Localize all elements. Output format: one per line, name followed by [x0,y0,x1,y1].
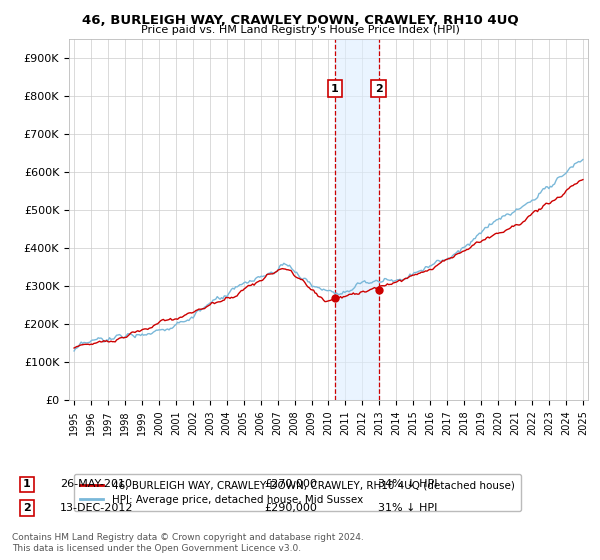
Text: Contains HM Land Registry data © Crown copyright and database right 2024.
This d: Contains HM Land Registry data © Crown c… [12,533,364,553]
Text: £290,000: £290,000 [264,503,317,513]
Text: 31% ↓ HPI: 31% ↓ HPI [378,503,437,513]
Text: 13-DEC-2012: 13-DEC-2012 [60,503,133,513]
Legend: 46, BURLEIGH WAY, CRAWLEY DOWN, CRAWLEY, RH10 4UQ (detached house), HPI: Average: 46, BURLEIGH WAY, CRAWLEY DOWN, CRAWLEY,… [74,474,521,511]
Text: 2: 2 [23,503,31,513]
Text: 1: 1 [23,479,31,489]
Text: 46, BURLEIGH WAY, CRAWLEY DOWN, CRAWLEY, RH10 4UQ: 46, BURLEIGH WAY, CRAWLEY DOWN, CRAWLEY,… [82,14,518,27]
Text: 26-MAY-2010: 26-MAY-2010 [60,479,132,489]
Bar [335,39,379,400]
Text: £270,000: £270,000 [264,479,317,489]
Text: 1: 1 [331,83,339,94]
Text: 2: 2 [374,83,382,94]
Text: 34% ↓ HPI: 34% ↓ HPI [378,479,437,489]
Text: Price paid vs. HM Land Registry's House Price Index (HPI): Price paid vs. HM Land Registry's House … [140,25,460,35]
